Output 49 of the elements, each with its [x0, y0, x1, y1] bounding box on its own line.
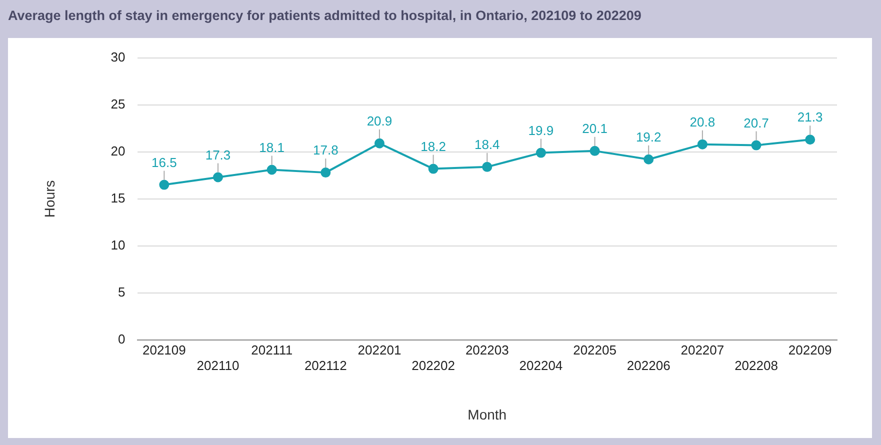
- y-tick-label: 5: [118, 284, 126, 300]
- data-label: 20.1: [582, 121, 608, 136]
- data-label: 21.3: [797, 110, 823, 125]
- data-label: 19.2: [636, 129, 662, 144]
- x-tick-label: 202111: [251, 342, 293, 358]
- x-tick-label: 202207: [680, 342, 724, 358]
- data-label: 17.3: [205, 147, 231, 162]
- x-tick-label: 202110: [196, 358, 240, 373]
- point: [482, 162, 492, 172]
- y-tick-label: 20: [110, 143, 126, 158]
- point: [266, 164, 277, 175]
- point: [159, 180, 170, 190]
- point: [536, 148, 546, 158]
- y-tick-label: 25: [110, 96, 126, 112]
- x-tick-label: 202205: [573, 342, 616, 358]
- y-tick-label: 10: [110, 238, 126, 253]
- point: [213, 172, 223, 182]
- data-label: 18.1: [259, 140, 284, 155]
- x-tick-label: 202201: [358, 342, 402, 358]
- x-tick-label: 202109: [142, 342, 186, 358]
- y-axis-title: Hours: [41, 180, 58, 218]
- x-axis-title: Month: [468, 406, 507, 422]
- point: [751, 140, 762, 150]
- x-tick-label: 202206: [626, 358, 670, 373]
- data-label: 20.7: [744, 115, 769, 130]
- data-label: 18.4: [474, 136, 500, 152]
- data-label: 20.8: [690, 114, 716, 130]
- point: [805, 134, 816, 145]
- point: [428, 164, 438, 174]
- x-tick-label: 202203: [465, 342, 509, 358]
- data-label: 18.2: [420, 138, 446, 154]
- point: [697, 139, 708, 150]
- y-tick-label: 30: [110, 49, 126, 64]
- y-tick-label: 0: [118, 332, 126, 347]
- x-tick-label: 202204: [519, 358, 563, 373]
- x-tick-label: 202202: [412, 358, 455, 373]
- x-tick-label: 202112: [304, 358, 347, 373]
- point: [590, 146, 600, 156]
- x-tick-label: 202208: [734, 358, 778, 373]
- point: [644, 154, 654, 164]
- data-label: 19.9: [528, 122, 554, 138]
- data-label: 16.5: [152, 154, 177, 170]
- data-label: 17.8: [312, 142, 338, 158]
- x-tick-label: 202209: [788, 342, 832, 358]
- data-label: 20.9: [366, 113, 392, 128]
- point: [320, 168, 331, 178]
- point: [374, 138, 384, 148]
- y-tick-label: 15: [110, 190, 126, 206]
- chart-title: Average length of stay in emergency for patients admitted to hospital, in Ontario, 202109 to 202209: [8, 8, 642, 23]
